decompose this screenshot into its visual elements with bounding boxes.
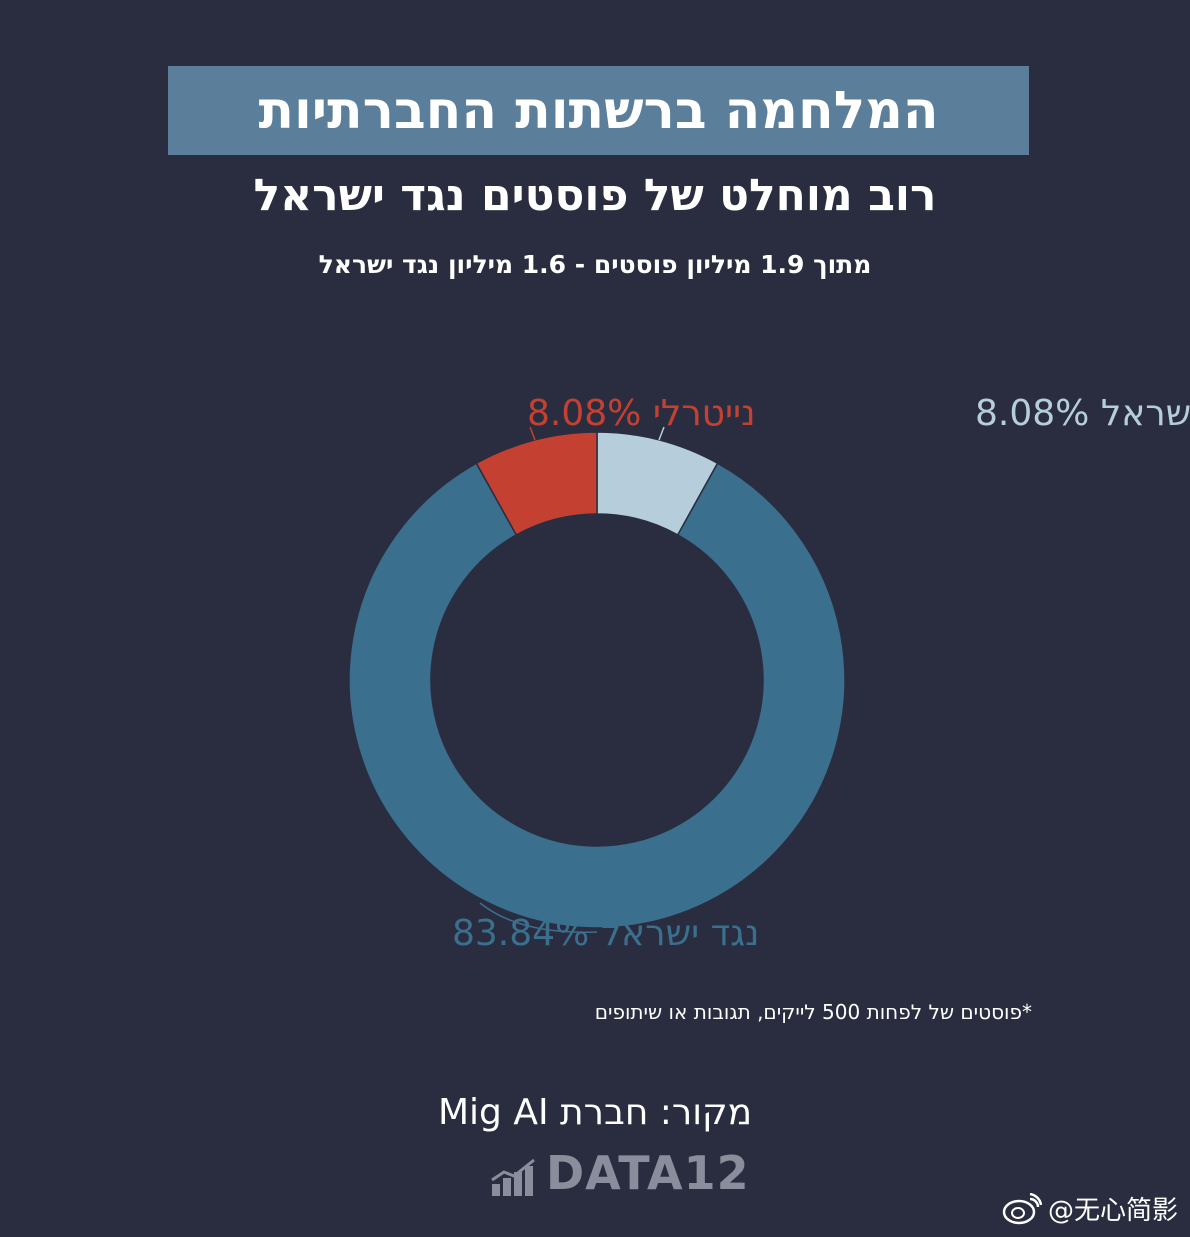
weibo-icon: [1002, 1192, 1042, 1224]
watermark-text: @无心简影: [1047, 1196, 1178, 1226]
chart-subtitle: רוב מוחלט של פוסטים נגד ישראל: [253, 170, 937, 221]
leader-line: [529, 426, 536, 441]
donut-chart: בעד ישראל 8.08% נגד ישראל 83.84% נייטרלי 8…: [348, 393, 1190, 954]
watermark: @无心简影: [1002, 1190, 1178, 1227]
slice-label: בעד ישראל 8.08%: [975, 393, 1190, 434]
chart-subtitle-detail: מתוך 1.9 מיליון פוסטים - 1.6 מיליון נגד …: [318, 250, 872, 279]
leader-line: [479, 902, 598, 934]
brand-logo: DATA12: [490, 1148, 750, 1198]
leader-line: [658, 426, 665, 441]
title-banner: המלחמה ברשתות החברתיות: [168, 66, 1029, 155]
bar-chart-icon: [491, 1158, 535, 1196]
brand-name: DATA12: [546, 1146, 750, 1200]
page-title: המלחמה ברשתות החברתיות: [258, 80, 939, 141]
slice-label: נגד ישראל 83.84%: [452, 913, 759, 954]
donut-slice: [475, 431, 598, 536]
slice-label: נייטרלי 8.08%: [527, 393, 756, 434]
footnote: *פוסטים של לפחות 500 לייקים, תגובות או ש…: [594, 1000, 1032, 1024]
source-text: מקור: חברת Mig AI: [437, 1092, 753, 1133]
donut-slice: [348, 462, 846, 929]
